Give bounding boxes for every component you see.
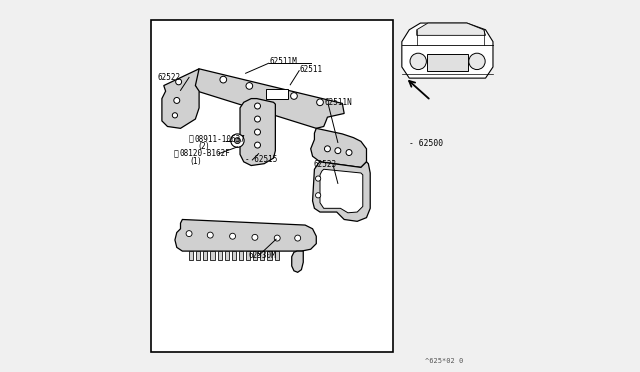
Text: - 62515: - 62515	[245, 155, 277, 164]
Text: ^625*02 0: ^625*02 0	[426, 358, 464, 364]
Text: 62511M: 62511M	[270, 57, 298, 66]
Polygon shape	[239, 251, 243, 260]
Circle shape	[275, 235, 280, 241]
Text: 62530M: 62530M	[248, 251, 276, 260]
Circle shape	[220, 76, 227, 83]
Polygon shape	[260, 251, 264, 260]
Polygon shape	[402, 23, 493, 78]
Text: Ⓝ: Ⓝ	[188, 135, 193, 144]
Circle shape	[317, 99, 323, 106]
FancyBboxPatch shape	[427, 54, 468, 71]
Polygon shape	[232, 251, 236, 260]
Circle shape	[246, 83, 253, 89]
Circle shape	[230, 233, 236, 239]
Polygon shape	[268, 251, 271, 260]
Polygon shape	[320, 169, 363, 213]
Circle shape	[207, 232, 213, 238]
Text: 08120-B162F: 08120-B162F	[180, 149, 230, 158]
Text: - 62500: - 62500	[408, 139, 443, 148]
Polygon shape	[191, 69, 344, 128]
Circle shape	[346, 150, 352, 155]
Circle shape	[175, 79, 182, 85]
Text: Ⓑ: Ⓑ	[173, 149, 178, 158]
Polygon shape	[246, 251, 250, 260]
Circle shape	[172, 113, 177, 118]
Polygon shape	[225, 251, 228, 260]
Circle shape	[255, 129, 260, 135]
Polygon shape	[310, 128, 367, 167]
Circle shape	[174, 97, 180, 103]
Polygon shape	[417, 23, 486, 35]
Polygon shape	[275, 251, 278, 260]
Circle shape	[316, 193, 321, 198]
Circle shape	[335, 148, 341, 154]
Circle shape	[255, 103, 260, 109]
Polygon shape	[292, 251, 303, 272]
Polygon shape	[211, 251, 214, 260]
Circle shape	[252, 234, 258, 240]
FancyBboxPatch shape	[151, 20, 392, 352]
Circle shape	[324, 146, 330, 152]
Polygon shape	[218, 251, 221, 260]
Circle shape	[255, 116, 260, 122]
Text: 08911-10637: 08911-10637	[195, 135, 246, 144]
Circle shape	[291, 93, 298, 99]
Text: 62511N: 62511N	[325, 98, 353, 107]
Text: (1): (1)	[191, 157, 202, 166]
Circle shape	[186, 231, 192, 237]
Text: 62522: 62522	[157, 73, 180, 81]
Text: 62523: 62523	[314, 160, 337, 169]
Polygon shape	[196, 251, 200, 260]
Polygon shape	[312, 162, 370, 221]
Circle shape	[255, 142, 260, 148]
FancyBboxPatch shape	[266, 89, 289, 99]
Polygon shape	[253, 251, 257, 260]
Circle shape	[468, 53, 485, 70]
Circle shape	[231, 134, 244, 147]
Circle shape	[294, 235, 301, 241]
Polygon shape	[175, 219, 316, 251]
Text: (2): (2)	[198, 142, 209, 151]
Polygon shape	[204, 251, 207, 260]
Polygon shape	[162, 69, 199, 128]
Polygon shape	[240, 99, 275, 166]
Circle shape	[410, 53, 426, 70]
Text: 62511: 62511	[300, 65, 323, 74]
Polygon shape	[189, 251, 193, 260]
Circle shape	[316, 176, 321, 181]
Circle shape	[234, 138, 241, 144]
